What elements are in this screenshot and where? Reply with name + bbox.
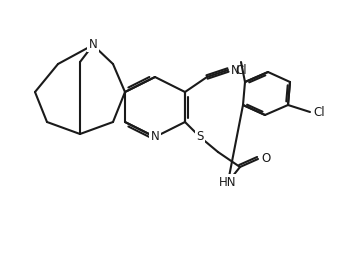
Text: Cl: Cl xyxy=(313,106,325,119)
Text: N: N xyxy=(231,63,240,76)
Text: N: N xyxy=(151,130,159,143)
Text: O: O xyxy=(261,153,270,165)
Text: N: N xyxy=(89,37,97,50)
Text: Cl: Cl xyxy=(235,63,247,76)
Text: HN: HN xyxy=(219,176,237,189)
Text: S: S xyxy=(196,130,204,143)
